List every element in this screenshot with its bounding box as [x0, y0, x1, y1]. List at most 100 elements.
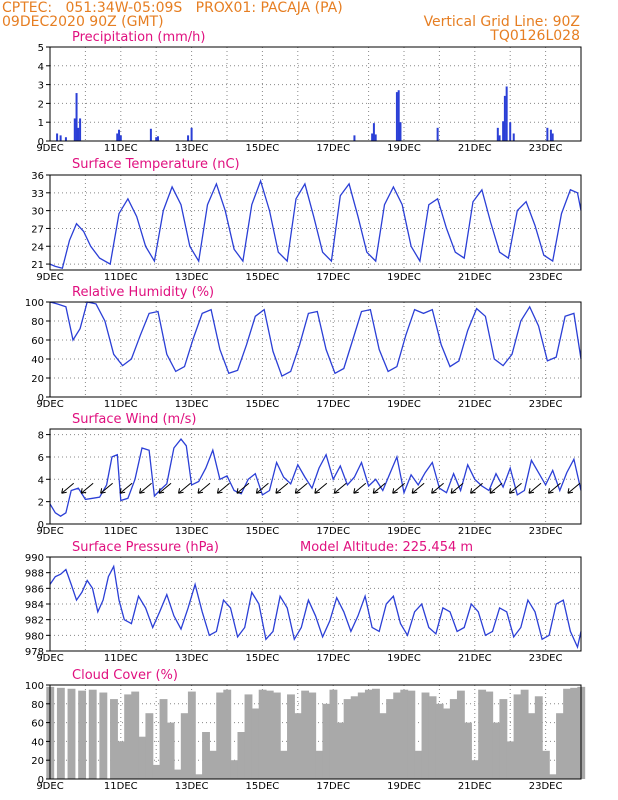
- wind-arrow-head: [333, 488, 340, 494]
- wind-arrow-head: [411, 488, 418, 494]
- y-tick-label: 986: [25, 584, 44, 595]
- precip-bar: [395, 92, 398, 141]
- cloud-bar: [478, 689, 487, 779]
- cloud-bar: [287, 694, 295, 779]
- wind-arrow-head: [567, 488, 574, 494]
- header-location: CPTEC: 051:34W-05:09S PROX01: PACAJA (PA…: [2, 0, 343, 16]
- y-tick-label: 20: [31, 756, 44, 767]
- wind-arrow: [295, 482, 308, 494]
- wind-arrow: [372, 482, 386, 494]
- y-tick-label: 80: [31, 317, 44, 328]
- cloud-bar: [520, 689, 529, 779]
- cloud-bar: [499, 699, 508, 779]
- cloud-bar: [541, 750, 550, 779]
- y-tick-label: 30: [31, 207, 44, 218]
- cloud-bar: [180, 713, 189, 779]
- precip-bar: [353, 135, 356, 141]
- wind-arrow-head: [353, 488, 359, 494]
- cloud-bar: [237, 732, 246, 779]
- y-tick-label: 4: [38, 62, 44, 73]
- cloud-bar: [563, 688, 572, 779]
- precip-bar: [397, 90, 400, 141]
- y-tick-label: 40: [31, 737, 44, 748]
- y-tick-label: 21: [31, 260, 44, 271]
- wind-arrow: [139, 482, 152, 494]
- y-tick-label: 100: [25, 681, 44, 692]
- cloud-bar: [407, 690, 416, 779]
- precip-bar: [399, 122, 402, 141]
- wind-arrow-head: [61, 488, 67, 494]
- cloud-bar: [421, 692, 430, 779]
- wind-arrow: [450, 482, 464, 494]
- y-tick-label: 0: [38, 520, 44, 531]
- wind-arrow: [80, 482, 94, 494]
- wind-arrow: [509, 482, 522, 494]
- x-tick-label: 15DEC: [246, 272, 280, 283]
- y-tick-label: 0: [38, 393, 44, 404]
- x-tick-label: 15DEC: [246, 526, 280, 537]
- x-tick-label: 15DEC: [246, 143, 280, 154]
- panel-frame: [49, 301, 582, 398]
- x-tick-label: 9DEC: [36, 653, 63, 664]
- y-tick-label: 33: [31, 189, 44, 200]
- precip-bar: [502, 121, 505, 141]
- precip-bar: [119, 135, 122, 141]
- cloud-bar: [301, 690, 310, 779]
- cloud-bar: [492, 722, 501, 779]
- wind-arrow-head: [255, 488, 262, 494]
- cloud-bar: [471, 760, 479, 779]
- x-tick-label: 9DEC: [36, 143, 63, 154]
- cloud-bar: [145, 713, 154, 779]
- wind-arrow-head: [139, 488, 145, 494]
- panel-title: Surface Temperature (nC): [72, 157, 240, 172]
- wind-arrow-head: [178, 488, 184, 494]
- y-tick-label: 0: [38, 775, 44, 786]
- x-tick-label: 21DEC: [458, 272, 492, 283]
- cloud-bar: [209, 750, 218, 779]
- precip-bar: [505, 86, 508, 141]
- precip-bar: [73, 118, 76, 141]
- cloud-bar: [223, 689, 232, 779]
- wind-arrow: [548, 482, 561, 494]
- x-tick-label: 13DEC: [175, 526, 209, 537]
- wind-arrow: [256, 482, 269, 494]
- y-tick-label: 5: [38, 43, 44, 54]
- x-tick-label: 13DEC: [175, 653, 209, 664]
- y-tick-label: 1: [38, 118, 44, 129]
- x-tick-label: 9DEC: [36, 781, 63, 792]
- precip-bar: [546, 127, 549, 141]
- y-tick-label: 988: [25, 569, 44, 580]
- precip-bar: [118, 129, 121, 141]
- cloud-bar: [117, 741, 125, 779]
- panel-frame: [49, 46, 582, 142]
- header-datetime: 09DEC2020 90Z (GMT): [2, 14, 164, 30]
- x-tick-label: 23DEC: [529, 272, 563, 283]
- cloud-bar: [570, 687, 579, 779]
- wind-arrow: [61, 482, 75, 494]
- y-tick-label: 2: [38, 498, 44, 509]
- x-tick-label: 11DEC: [104, 781, 138, 792]
- x-tick-label: 19DEC: [387, 272, 421, 283]
- cloud-bar: [216, 692, 225, 779]
- x-tick-label: 11DEC: [104, 143, 138, 154]
- x-tick-label: 23DEC: [529, 143, 563, 154]
- x-tick-label: 19DEC: [387, 781, 421, 792]
- x-tick-label: 11DEC: [104, 272, 138, 283]
- wind-arrow-head: [80, 488, 87, 494]
- y-tick-label: 0: [38, 137, 44, 148]
- x-tick-label: 13DEC: [175, 781, 209, 792]
- wind-arrow-head: [100, 488, 106, 494]
- wind-arrow: [236, 482, 250, 494]
- cloud-bar: [414, 750, 423, 779]
- wind-arrow: [158, 482, 172, 494]
- panel-title: Relative Humidity (%): [72, 285, 214, 300]
- cloud-bar: [131, 691, 140, 779]
- x-tick-label: 19DEC: [387, 653, 421, 664]
- precip-bar: [509, 122, 512, 141]
- y-tick-label: 27: [31, 224, 44, 235]
- precip-bar: [496, 127, 499, 141]
- wind-arrow-head: [294, 488, 301, 494]
- x-tick-label: 13DEC: [175, 143, 209, 154]
- cloud-bar: [138, 736, 147, 779]
- wind-arrow-head: [216, 488, 223, 494]
